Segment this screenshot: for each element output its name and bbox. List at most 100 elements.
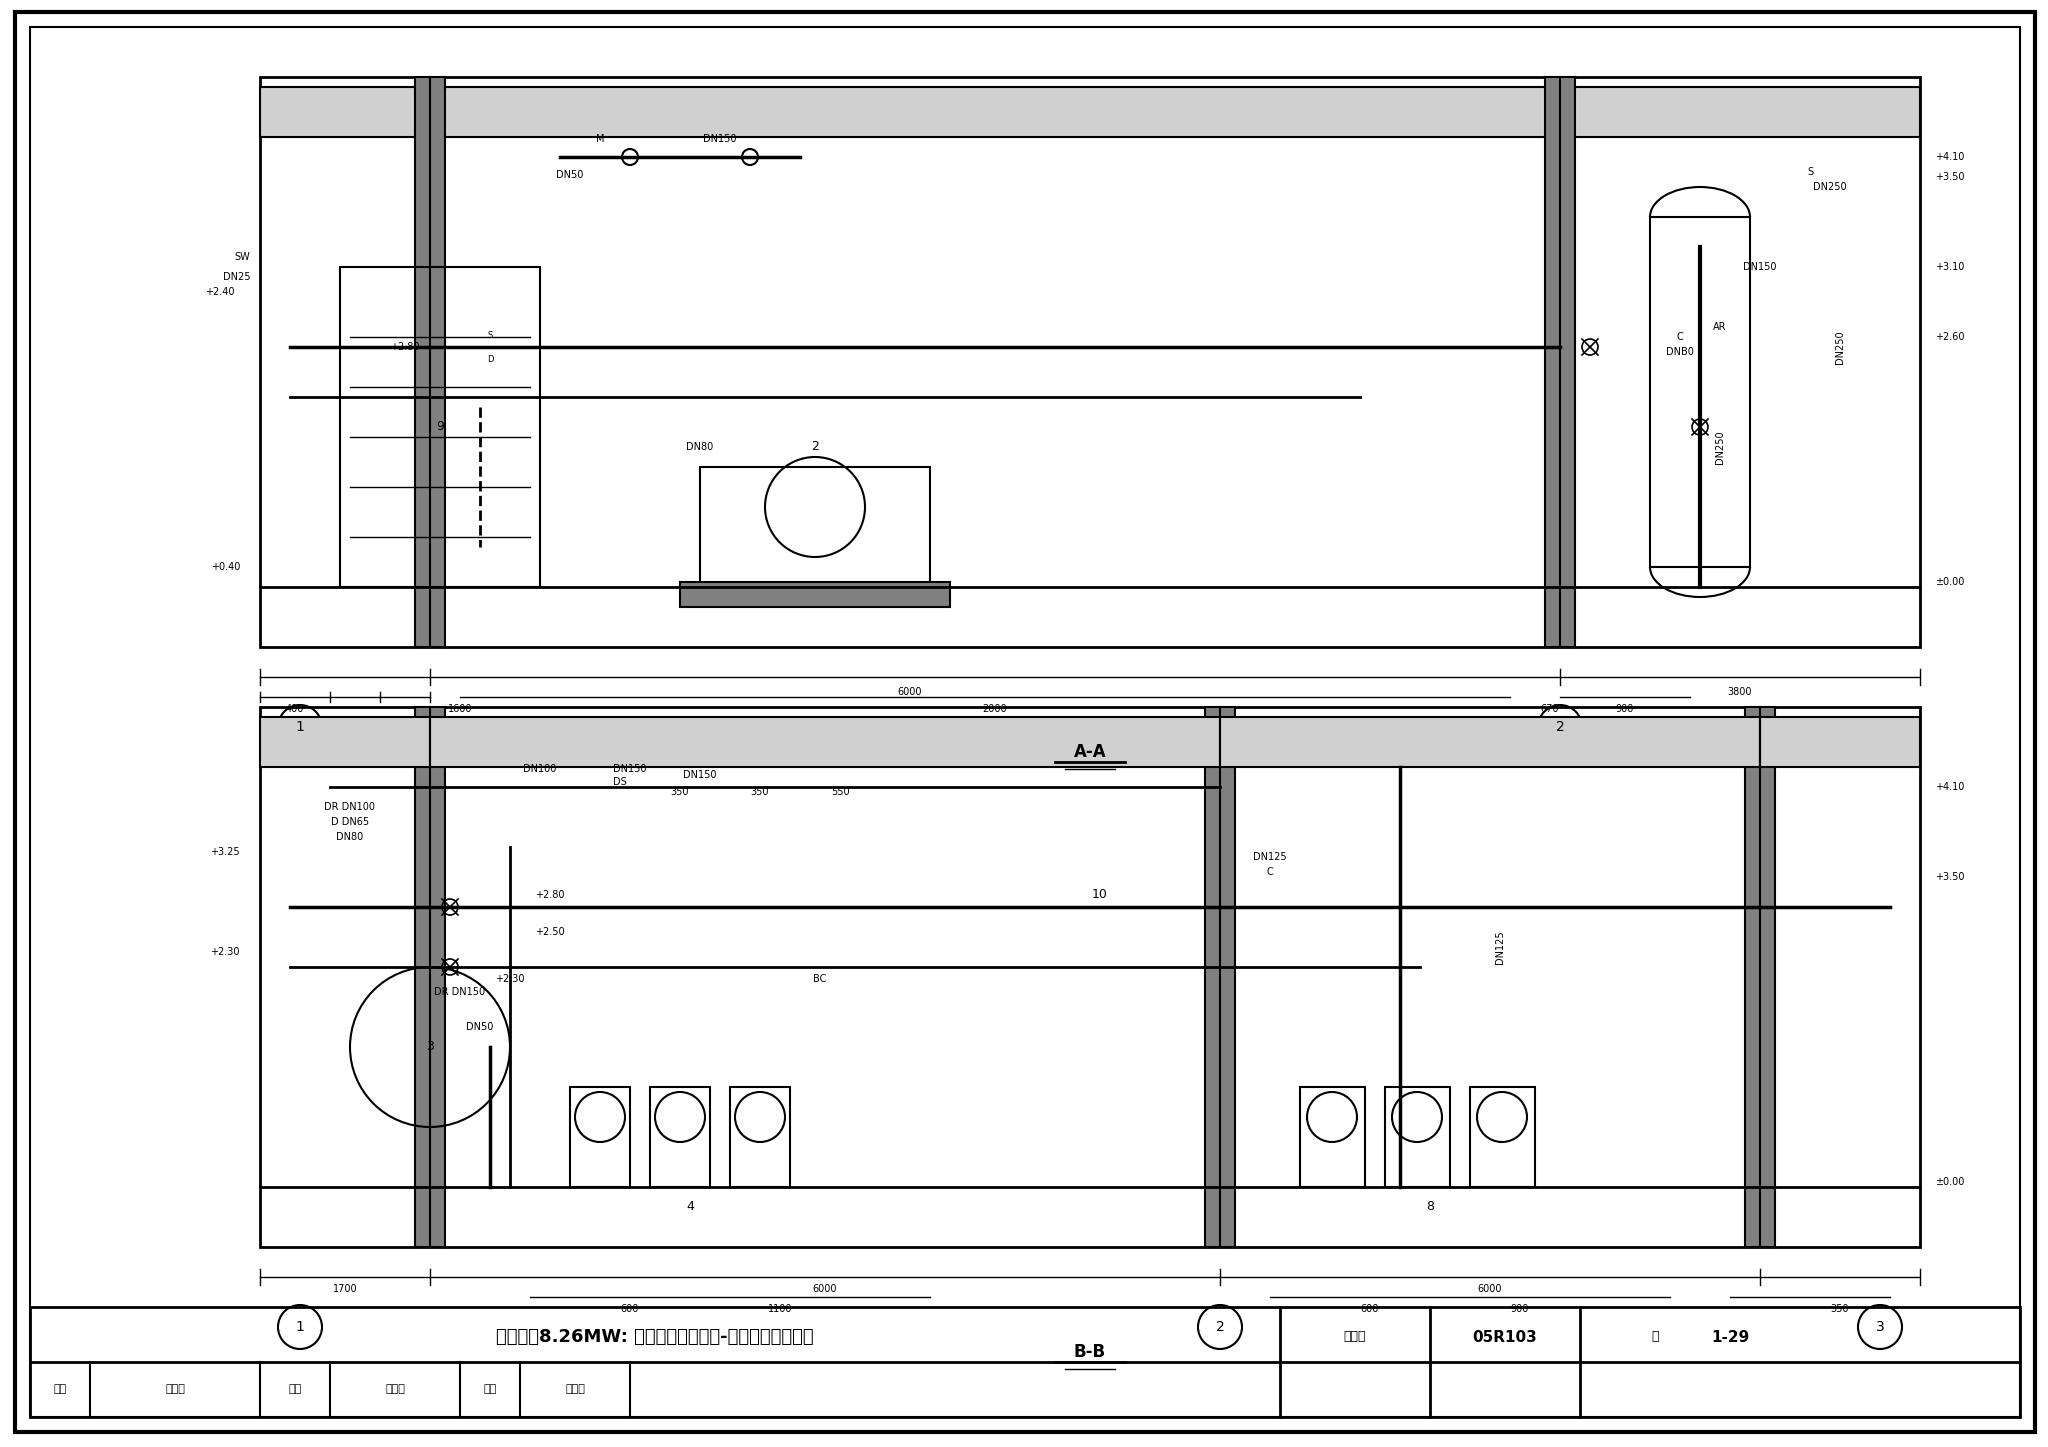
Text: +3.10: +3.10 (1935, 262, 1964, 272)
Text: DN250: DN250 (1812, 182, 1847, 192)
Text: +4.10: +4.10 (1935, 781, 1964, 792)
Text: ±0.00: ±0.00 (1935, 1176, 1964, 1187)
Text: +0.40: +0.40 (211, 561, 240, 572)
Bar (31, 1307, 2019, 1417)
Text: ±0.00: ±0.00 (1935, 577, 1964, 587)
Text: 10: 10 (1092, 888, 1108, 901)
Bar (1470, 1087, 1536, 1187)
Text: DR DN150: DR DN150 (434, 987, 485, 997)
Bar (1221, 718, 1759, 767)
Text: +2.80: +2.80 (535, 890, 565, 900)
Text: S: S (1806, 166, 1812, 177)
Text: +3.50: +3.50 (1935, 873, 1964, 883)
Text: 熊育绍: 熊育绍 (166, 1383, 184, 1393)
Text: +3.50: +3.50 (1935, 172, 1964, 182)
Text: 6000: 6000 (897, 687, 922, 697)
Bar (649, 1087, 711, 1187)
Text: 3800: 3800 (1729, 687, 1753, 697)
Text: DN125: DN125 (1495, 930, 1505, 964)
Bar (416, 77, 444, 647)
Text: 设计: 设计 (483, 1383, 496, 1393)
Text: DN50: DN50 (467, 1022, 494, 1032)
Text: 550: 550 (831, 787, 850, 797)
Text: DN80: DN80 (686, 441, 713, 451)
Text: +2.30: +2.30 (211, 946, 240, 956)
Text: DN150: DN150 (612, 764, 647, 774)
Text: DN25: DN25 (223, 272, 250, 282)
Text: 校对: 校对 (289, 1383, 301, 1393)
Text: 1: 1 (295, 1320, 305, 1334)
Text: 2: 2 (1556, 721, 1565, 734)
Text: 600: 600 (1360, 1304, 1378, 1314)
Text: DN150: DN150 (684, 770, 717, 780)
Text: C: C (1266, 867, 1274, 877)
Text: DNB0: DNB0 (1667, 347, 1694, 357)
Text: 4: 4 (686, 1201, 694, 1214)
Bar (1384, 1087, 1450, 1187)
Text: DN100: DN100 (524, 764, 557, 774)
Text: S: S (487, 330, 494, 340)
Text: +2.40: +2.40 (205, 287, 236, 297)
Text: 600: 600 (621, 1304, 639, 1314)
Text: 沙玉兰: 沙玉兰 (565, 1383, 586, 1393)
Text: +2.30: +2.30 (496, 974, 524, 984)
Text: 页: 页 (1651, 1330, 1659, 1343)
Bar (729, 1087, 791, 1187)
Bar (1561, 87, 1921, 137)
Bar (260, 77, 1921, 647)
Text: 1100: 1100 (768, 1304, 793, 1314)
Text: SW: SW (233, 252, 250, 262)
Text: DN80: DN80 (336, 832, 365, 842)
Text: A-A: A-A (1073, 742, 1106, 761)
Text: +4.10: +4.10 (1935, 152, 1964, 162)
Text: 刘继兴: 刘继兴 (385, 1383, 406, 1393)
Text: DR DN100: DR DN100 (324, 802, 375, 812)
Bar (1759, 718, 1921, 767)
Bar (260, 87, 430, 137)
Text: 9: 9 (436, 421, 444, 434)
Text: B-B: B-B (1073, 1343, 1106, 1362)
Text: 670: 670 (1540, 705, 1559, 713)
Text: 2: 2 (811, 440, 819, 453)
Text: 6000: 6000 (1479, 1283, 1503, 1294)
Text: 8: 8 (1425, 1201, 1434, 1214)
Text: 05R103: 05R103 (1473, 1330, 1538, 1344)
Text: 900: 900 (1616, 705, 1634, 713)
Bar (416, 708, 444, 1247)
Text: DN150: DN150 (702, 135, 737, 145)
Bar (1300, 1087, 1366, 1187)
Text: AR: AR (1714, 323, 1726, 331)
Text: 3: 3 (1876, 1320, 1884, 1334)
Text: 6000: 6000 (813, 1283, 838, 1294)
Bar (680, 582, 950, 606)
Bar (700, 467, 930, 587)
Text: 2: 2 (1217, 1320, 1225, 1334)
Text: M: M (596, 135, 604, 145)
Text: 审核: 审核 (53, 1383, 68, 1393)
Bar (569, 1087, 631, 1187)
Bar (1544, 77, 1575, 647)
Text: DN250: DN250 (1835, 330, 1845, 363)
Text: 400: 400 (287, 705, 305, 713)
Bar (1745, 708, 1776, 1247)
Text: 图集号: 图集号 (1343, 1330, 1366, 1343)
Bar (430, 718, 1221, 767)
Text: C: C (1677, 331, 1683, 341)
Bar (260, 708, 1921, 1247)
Text: DN50: DN50 (557, 169, 584, 179)
Text: DN250: DN250 (1714, 430, 1724, 464)
Text: 1-29: 1-29 (1710, 1330, 1749, 1344)
Text: 1: 1 (295, 721, 305, 734)
Text: +2.60: +2.60 (1935, 331, 1964, 341)
Bar (430, 87, 1561, 137)
Text: +3.25: +3.25 (211, 846, 240, 857)
Text: BC: BC (813, 974, 827, 984)
Bar (340, 268, 541, 587)
Text: 350: 350 (1831, 1304, 1849, 1314)
Text: D: D (487, 355, 494, 363)
Text: +2.50: +2.50 (535, 928, 565, 938)
Text: DN125: DN125 (1253, 852, 1286, 862)
Text: 350: 350 (752, 787, 770, 797)
Bar (260, 718, 430, 767)
Text: 900: 900 (1511, 1304, 1530, 1314)
